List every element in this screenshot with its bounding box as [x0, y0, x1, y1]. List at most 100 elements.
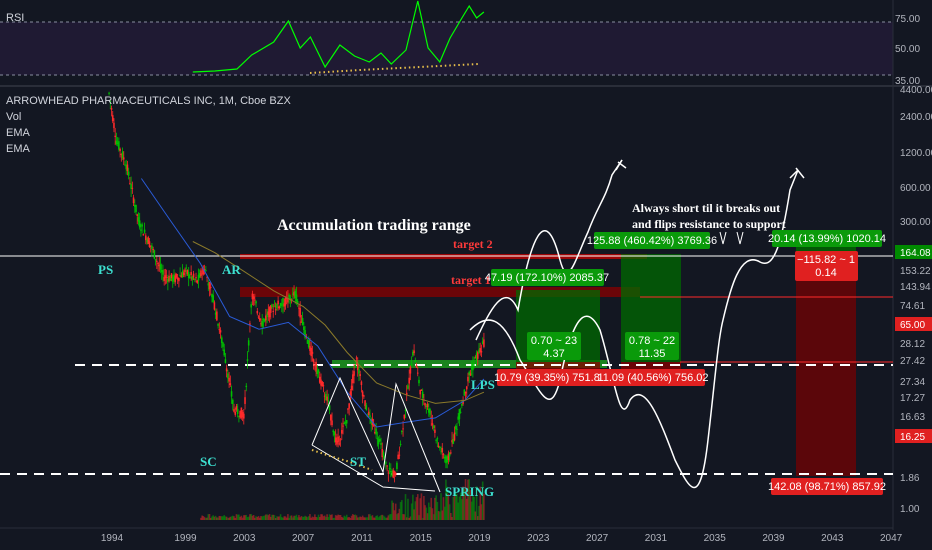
volume-bar — [467, 479, 469, 520]
time-tick: 2035 — [704, 533, 727, 544]
volume-bar — [249, 514, 251, 520]
volume-bar — [465, 498, 468, 520]
volume-bar — [367, 514, 370, 520]
price-tick: 153.22 — [900, 266, 931, 277]
candle-body — [227, 373, 229, 379]
candle-body — [239, 410, 241, 418]
candle-body — [470, 368, 473, 370]
candle-body — [437, 445, 440, 447]
candle-body — [316, 370, 319, 374]
volume-bar — [338, 514, 341, 520]
candle-body — [336, 440, 338, 445]
volume-bar — [450, 513, 452, 520]
volume-bar — [295, 514, 298, 520]
candles — [108, 91, 485, 483]
candle-body — [285, 297, 288, 299]
candle-body — [231, 399, 234, 404]
candle-body — [278, 306, 281, 309]
candle-body — [109, 101, 112, 103]
candle-body — [258, 318, 261, 321]
candle-body — [408, 377, 410, 384]
candle-body — [209, 286, 212, 288]
volume-bar — [283, 516, 286, 520]
candle-body — [304, 330, 306, 338]
volume-bar — [234, 517, 237, 520]
price-tick: 143.94 — [900, 282, 931, 293]
candle-body — [201, 273, 203, 275]
volume-bar — [416, 494, 419, 520]
candle-body — [412, 351, 414, 356]
candle-body — [152, 248, 154, 250]
candle-body — [207, 283, 210, 286]
candle-body — [476, 352, 479, 359]
price-tick: 600.00 — [900, 183, 931, 194]
volume-bar — [266, 514, 268, 520]
position-label: 142.08 (98.71%) 857.92 — [768, 481, 886, 493]
volume-bar — [235, 514, 238, 520]
candle-body — [367, 411, 370, 416]
volume-bar — [307, 516, 310, 520]
candle-body — [267, 311, 270, 315]
candle-body — [380, 442, 382, 445]
candle-body — [126, 164, 129, 172]
candle-body — [374, 431, 376, 434]
rsi-tick: 75.00 — [895, 14, 920, 25]
study-ema-1: EMA — [6, 127, 30, 139]
time-tick: 2011 — [351, 533, 373, 544]
price-tick: 1.86 — [900, 473, 920, 484]
volume-bar — [452, 496, 455, 520]
volume-bar — [409, 516, 412, 520]
candle-body — [179, 274, 181, 276]
candle-body — [418, 379, 420, 384]
position-label-box — [594, 232, 710, 249]
candle-body — [228, 377, 230, 382]
candle-body — [440, 451, 442, 453]
volume-bar — [381, 514, 384, 520]
candle-body — [273, 305, 276, 307]
volume-bar — [366, 517, 369, 520]
candle-body — [463, 389, 466, 396]
volume-bar — [269, 516, 272, 520]
candle-body — [154, 259, 157, 261]
candle-body — [241, 412, 244, 418]
volume-bar — [424, 505, 426, 520]
price-tick: 1.00 — [900, 504, 920, 515]
volume-bar — [427, 502, 430, 520]
candle-body — [214, 312, 217, 315]
volume-bar — [461, 499, 463, 520]
candle-body — [178, 278, 180, 282]
candle-body — [446, 456, 448, 463]
volume-bar — [376, 515, 379, 520]
chart-title: Accumulation trading range — [277, 217, 471, 234]
candle-body — [174, 275, 177, 283]
volume-bar — [393, 510, 396, 520]
volume-bar — [458, 496, 461, 520]
candle-body — [322, 385, 325, 387]
volume-bar — [278, 516, 281, 520]
ema-fast-line — [140, 178, 485, 428]
candle-body — [333, 431, 336, 436]
volume-bar — [254, 517, 256, 520]
candle-body — [401, 430, 403, 432]
candle-body — [159, 264, 162, 270]
price-tick: 300.00 — [900, 217, 931, 228]
volume-bar — [265, 514, 267, 520]
volume-bar — [463, 488, 466, 520]
ratio-label: 0.70 ~ 23 — [531, 335, 577, 347]
candle-body — [434, 429, 436, 433]
candle-body — [175, 273, 178, 278]
candle-body — [133, 204, 136, 207]
candle-body — [140, 229, 142, 231]
volume-bar — [397, 513, 399, 520]
volume-bar — [481, 481, 484, 520]
ratio-label: 0.78 ~ 22 — [629, 335, 675, 347]
volume-bar — [326, 514, 328, 520]
candle-body — [359, 374, 361, 376]
candle-body — [451, 440, 453, 443]
volume-bar — [231, 515, 234, 520]
candle-body — [180, 275, 183, 278]
candle-body — [255, 301, 257, 304]
candle-body — [269, 305, 272, 313]
candle-body — [414, 359, 417, 362]
